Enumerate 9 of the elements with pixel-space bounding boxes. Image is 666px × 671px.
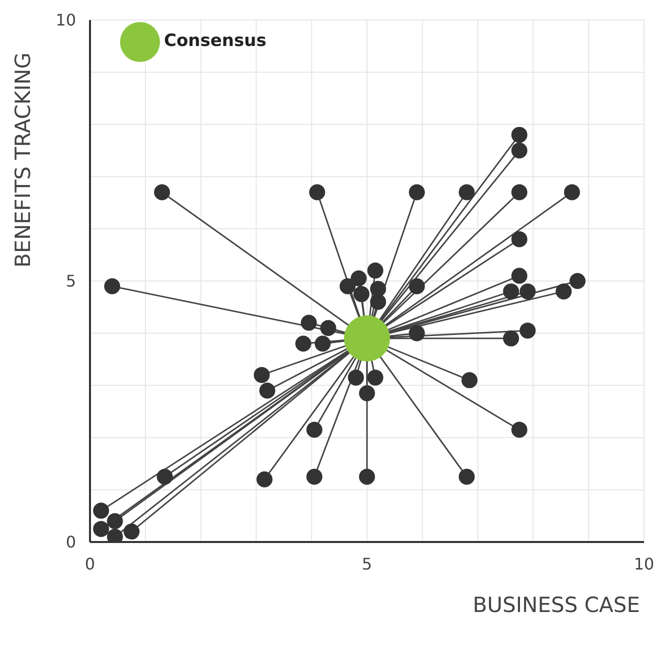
x-tick-label: 5 bbox=[362, 554, 372, 574]
y-tick-label: 0 bbox=[66, 532, 76, 552]
y-tick-label: 5 bbox=[66, 272, 76, 291]
x-axis-title: BUSINESS CASE bbox=[472, 593, 640, 617]
x-tick-label: 10 bbox=[634, 554, 654, 574]
legend-label: Consensus bbox=[164, 31, 266, 52]
x-tick-label: 0 bbox=[84, 554, 96, 574]
y-axis-title: BENEFITS TRACKING bbox=[11, 52, 35, 268]
y-tick-label: 10 bbox=[56, 10, 76, 30]
